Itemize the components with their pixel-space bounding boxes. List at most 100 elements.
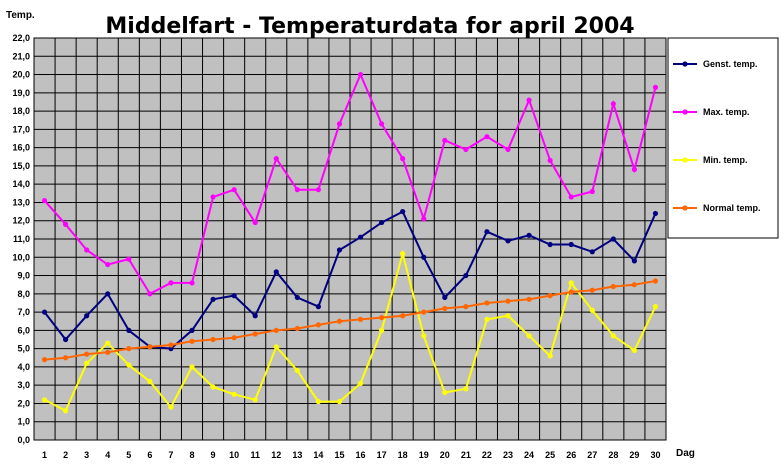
data-point <box>463 386 469 392</box>
chart-title: Middelfart - Temperaturdata for april 20… <box>105 14 634 39</box>
x-tick-label: 1 <box>42 450 47 460</box>
data-point <box>273 269 279 275</box>
data-point <box>547 293 553 299</box>
data-point <box>589 249 595 255</box>
legend-marker <box>682 205 688 211</box>
x-tick-label: 28 <box>608 450 618 460</box>
legend-marker <box>682 61 688 67</box>
data-point <box>168 404 174 410</box>
data-point <box>126 346 132 352</box>
data-point <box>41 198 48 204</box>
data-point <box>336 318 343 324</box>
data-point <box>147 344 153 350</box>
data-point <box>421 333 427 339</box>
series-1 <box>41 208 659 352</box>
data-point <box>547 353 553 359</box>
data-point <box>442 137 448 143</box>
y-tick-label: 16,0 <box>12 143 30 153</box>
data-point <box>105 340 111 346</box>
y-tick-label: 12,0 <box>12 216 30 226</box>
data-point <box>231 391 237 397</box>
data-point <box>568 289 574 295</box>
y-tick-label: 4,0 <box>17 362 30 372</box>
data-point <box>126 256 132 262</box>
x-tick-label: 17 <box>377 450 387 460</box>
data-point <box>189 280 195 286</box>
data-point <box>41 397 48 403</box>
data-point <box>463 272 469 279</box>
y-tick-label: 20,0 <box>12 70 30 80</box>
x-tick-label: 29 <box>629 450 639 460</box>
data-point <box>315 304 321 310</box>
data-point <box>631 282 638 288</box>
data-point <box>126 362 132 368</box>
y-tick-label: 8,0 <box>17 289 30 299</box>
series-line <box>43 210 657 350</box>
legend-item: Max. temp. <box>673 107 750 117</box>
data-point <box>652 210 659 217</box>
data-point <box>231 335 237 341</box>
data-point <box>379 314 385 321</box>
data-point <box>484 300 490 306</box>
x-tick-label: 7 <box>168 450 173 460</box>
data-point <box>526 333 532 339</box>
x-tick-label: 21 <box>461 450 471 460</box>
data-point <box>84 247 90 253</box>
x-tick-label: 9 <box>211 450 216 460</box>
x-tick-label: 13 <box>292 450 302 460</box>
data-point <box>463 146 469 153</box>
data-point <box>631 166 638 173</box>
x-tick-label: 22 <box>482 450 492 460</box>
data-point <box>252 313 258 319</box>
legend-label: Max. temp. <box>703 107 750 117</box>
y-tick-label: 5,0 <box>17 344 30 354</box>
data-point <box>421 216 427 222</box>
x-tick-label: 23 <box>503 450 513 460</box>
data-point <box>63 336 69 343</box>
legend-item: Normal temp. <box>673 203 761 213</box>
y-tick-label: 6,0 <box>17 325 30 335</box>
x-tick-label: 3 <box>84 450 89 460</box>
data-point <box>63 408 69 414</box>
legend-label: Genst. temp. <box>703 59 758 69</box>
y-tick-label: 22,0 <box>12 33 30 43</box>
series-3 <box>41 249 659 414</box>
y-tick-label: 11,0 <box>13 234 30 244</box>
data-point <box>568 241 574 248</box>
y-tick-label: 9,0 <box>17 271 30 281</box>
data-point <box>357 71 364 78</box>
data-point <box>505 298 511 304</box>
x-tick-label: 27 <box>587 450 597 460</box>
data-point <box>273 156 279 162</box>
data-point <box>210 336 216 343</box>
x-tick-labels: 1 2 3 4 5 6 7 8 9 10 11 12 13 14 15 16 17 18 19 20 21 22 23 24 2… <box>42 450 660 460</box>
data-point <box>610 283 616 290</box>
data-point <box>147 378 153 385</box>
data-point <box>652 278 659 284</box>
data-point <box>442 389 448 396</box>
data-point <box>210 194 216 200</box>
data-point <box>147 291 153 297</box>
data-point <box>189 338 195 344</box>
data-point <box>294 367 300 374</box>
data-point <box>400 156 406 162</box>
legend-box <box>667 37 779 239</box>
x-tick-label: 25 <box>545 450 555 460</box>
data-point <box>610 236 616 242</box>
y-tick-label: 10,0 <box>12 252 30 262</box>
x-tick-label: 4 <box>105 450 110 460</box>
data-point <box>336 121 343 127</box>
data-point <box>273 327 279 333</box>
data-point <box>379 327 385 333</box>
data-point <box>505 238 511 244</box>
data-point <box>589 188 595 195</box>
x-tick-label: 15 <box>334 450 344 460</box>
y-tick-label: 17,0 <box>12 124 30 134</box>
data-point <box>168 342 174 348</box>
x-tick-label: 5 <box>126 450 131 460</box>
data-point <box>105 349 111 355</box>
data-point <box>547 157 553 164</box>
data-point <box>442 294 448 301</box>
data-point <box>336 399 343 405</box>
